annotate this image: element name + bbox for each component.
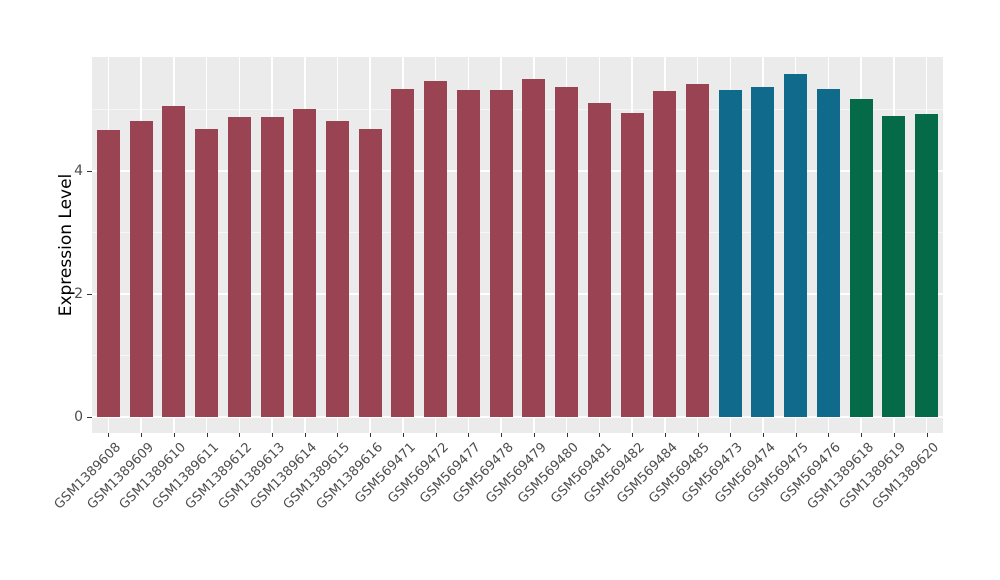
x-tick-mark bbox=[435, 433, 437, 437]
x-tick-mark bbox=[304, 433, 306, 437]
gridline-major bbox=[92, 293, 943, 295]
y-tick-mark bbox=[87, 171, 92, 172]
bar bbox=[358, 129, 382, 417]
x-tick-mark bbox=[926, 433, 928, 437]
x-tick-mark bbox=[533, 433, 535, 437]
x-tick-mark bbox=[501, 433, 503, 437]
bar bbox=[293, 108, 317, 417]
y-tick-label: 2 bbox=[74, 286, 83, 302]
x-tick-mark bbox=[173, 433, 175, 437]
gridline-major bbox=[92, 170, 943, 172]
x-tick-mark bbox=[762, 433, 764, 437]
bar bbox=[653, 91, 677, 417]
x-tick-mark bbox=[239, 433, 241, 437]
y-tick-label: 4 bbox=[74, 163, 83, 179]
bar bbox=[751, 86, 775, 417]
x-tick-mark bbox=[272, 433, 274, 437]
bar bbox=[718, 90, 742, 417]
gridline-major bbox=[92, 416, 943, 418]
bar bbox=[784, 73, 808, 417]
bar bbox=[227, 116, 251, 417]
bar bbox=[816, 89, 840, 417]
x-tick-mark bbox=[370, 433, 372, 437]
y-tick-mark bbox=[87, 417, 92, 418]
x-tick-mark bbox=[861, 433, 863, 437]
x-tick-mark bbox=[697, 433, 699, 437]
x-tick-mark bbox=[828, 433, 830, 437]
bar bbox=[522, 78, 546, 417]
x-tick-mark bbox=[730, 433, 732, 437]
bar bbox=[915, 113, 939, 417]
bar bbox=[686, 84, 710, 417]
bar bbox=[195, 129, 219, 417]
bar bbox=[162, 106, 186, 417]
x-tick-mark bbox=[632, 433, 634, 437]
bar bbox=[424, 81, 448, 417]
x-tick-mark bbox=[664, 433, 666, 437]
x-tick-mark bbox=[893, 433, 895, 437]
x-tick-mark bbox=[337, 433, 339, 437]
x-tick-mark bbox=[468, 433, 470, 437]
bar bbox=[849, 99, 873, 417]
bar bbox=[555, 86, 579, 417]
bar bbox=[325, 121, 349, 417]
bar bbox=[882, 115, 906, 417]
bar bbox=[456, 89, 480, 417]
bar bbox=[129, 121, 153, 417]
x-tick-mark bbox=[795, 433, 797, 437]
bar bbox=[620, 112, 644, 417]
plot-panel bbox=[92, 57, 943, 433]
gridline-minor bbox=[92, 355, 943, 356]
bar bbox=[587, 102, 611, 417]
y-tick-mark bbox=[87, 294, 92, 295]
x-tick-mark bbox=[108, 433, 110, 437]
bar bbox=[96, 130, 120, 417]
y-tick-label: 0 bbox=[74, 409, 83, 425]
x-tick-mark bbox=[566, 433, 568, 437]
x-tick-mark bbox=[141, 433, 143, 437]
bar bbox=[391, 89, 415, 417]
x-tick-mark bbox=[206, 433, 208, 437]
gridline-minor bbox=[92, 109, 943, 110]
bar bbox=[489, 90, 513, 417]
x-tick-mark bbox=[402, 433, 404, 437]
gridline-minor bbox=[92, 232, 943, 233]
bar bbox=[260, 116, 284, 417]
x-tick-mark bbox=[599, 433, 601, 437]
